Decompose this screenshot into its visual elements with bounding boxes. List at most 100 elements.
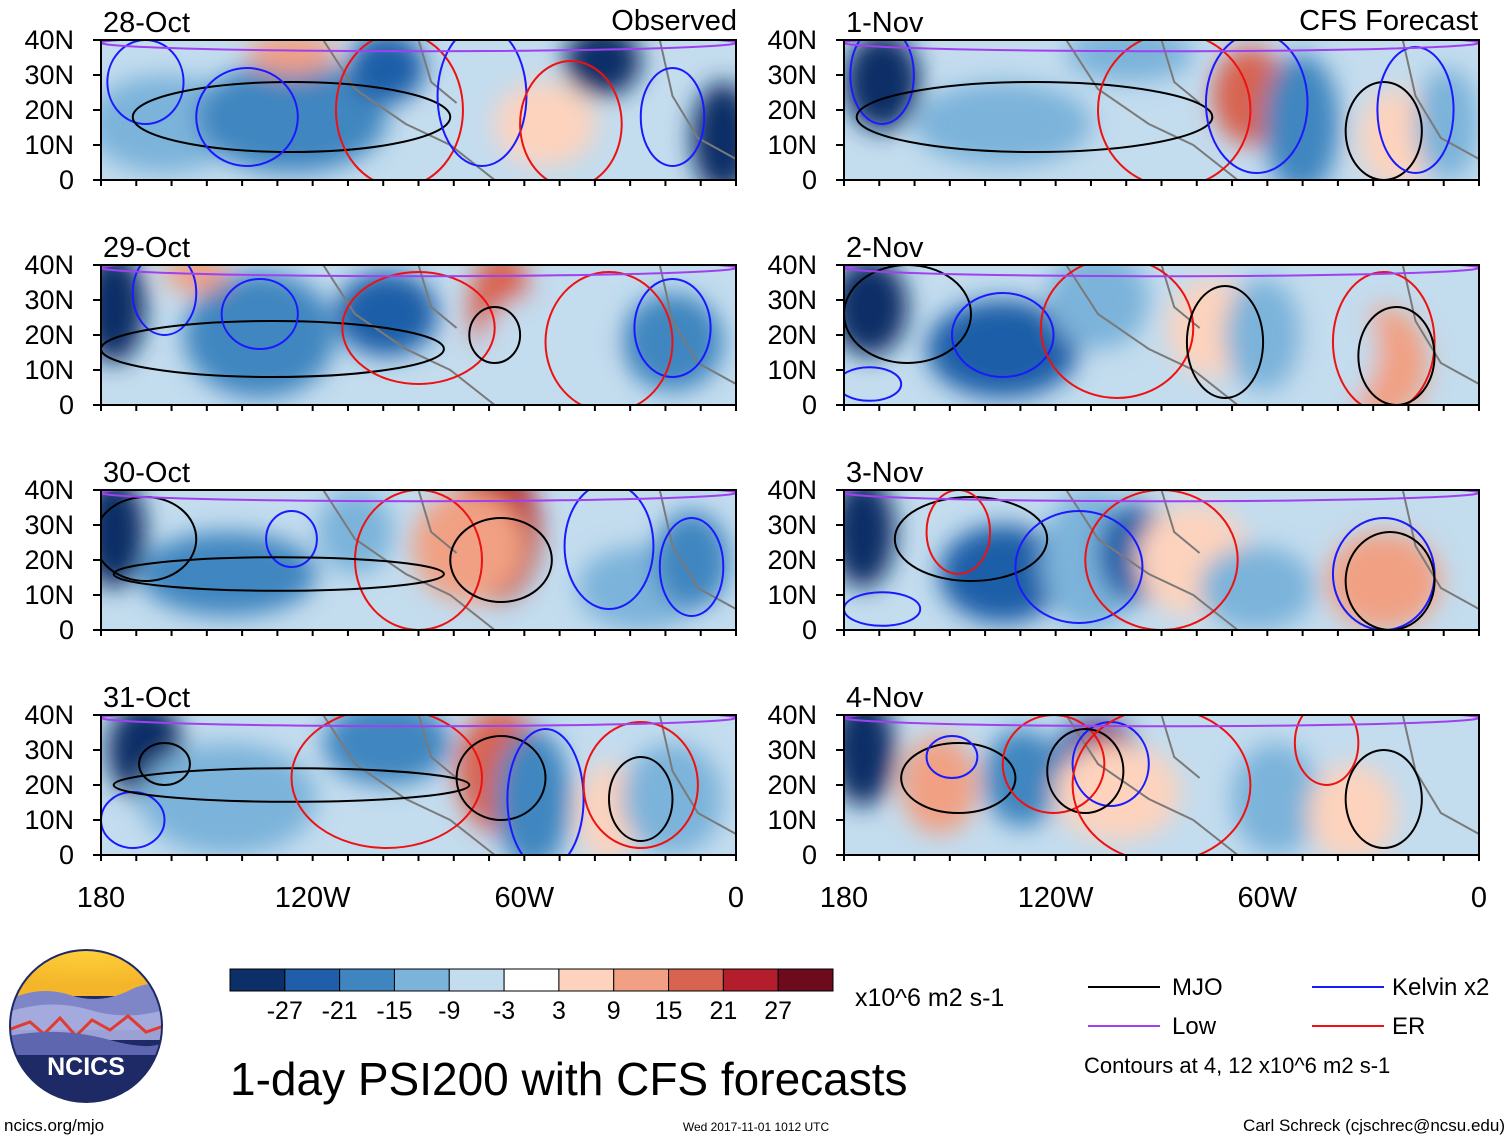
lat-tick-label: 40N — [24, 25, 74, 55]
map-panel: 30-Oct 40N 30N 20N 10N 0 — [24, 457, 737, 645]
ncics-logo: NCICS — [9, 949, 163, 1103]
contour-line — [633, 278, 712, 378]
lat-tick-label: 20N — [24, 770, 74, 800]
contour-line — [220, 278, 299, 350]
lat-tick-label: 0 — [59, 390, 74, 420]
contour-line — [1344, 531, 1436, 630]
colorbar-tick-label: -15 — [376, 997, 412, 1025]
colorbar-swatch — [393, 968, 450, 992]
colorbar-swatch — [777, 968, 834, 992]
anomaly-blob — [1301, 293, 1378, 405]
observed-label: Observed — [611, 5, 737, 37]
colorbar-swatch — [668, 968, 724, 992]
lon-tick-label: 60W — [1238, 882, 1298, 914]
lat-tick-label: 20N — [767, 770, 817, 800]
lat-tick-label: 0 — [802, 615, 817, 645]
contour-line — [844, 265, 1479, 278]
lat-tick-label: 20N — [767, 320, 817, 350]
lat-tick-label: 40N — [24, 475, 74, 505]
lat-tick-label: 30N — [24, 285, 74, 315]
panel-date-label: 1-Nov — [846, 7, 924, 39]
lat-tick-label: 0 — [802, 390, 817, 420]
lon-tick-label: 180 — [820, 882, 868, 914]
anomaly-blob — [844, 490, 895, 588]
colorbar-tick-label: 9 — [607, 997, 621, 1025]
lat-tick-label: 10N — [24, 130, 74, 160]
footer-url: ncics.org/mjo — [4, 1116, 104, 1135]
lat-tick-label: 20N — [24, 95, 74, 125]
legend-note: Contours at 4, 12 x10^6 m2 s-1 — [1084, 1053, 1390, 1078]
panel-date-label: 2-Nov — [846, 232, 924, 264]
anomaly-blob — [564, 40, 641, 96]
map-panel: 3-Nov 40N 30N 20N 10N 0 — [767, 457, 1480, 645]
contour-line — [844, 265, 972, 364]
contour-line — [341, 271, 496, 385]
legend: MJO Kelvin x2 Low ER Contours at 4, 12 x… — [1084, 974, 1489, 1078]
anomaly-blob — [348, 40, 425, 103]
anomaly-blob — [323, 715, 451, 785]
contour-line — [1344, 81, 1423, 180]
contour-line — [1204, 40, 1309, 174]
lon-tick-label: 0 — [1471, 882, 1487, 914]
contour-line — [544, 271, 674, 405]
forecast-label: CFS Forecast — [1299, 5, 1478, 37]
contour-line — [1331, 271, 1436, 405]
lat-tick-label: 0 — [802, 840, 817, 870]
lat-tick-label: 10N — [767, 355, 817, 385]
anomaly-blob — [1326, 532, 1441, 630]
coastline — [1065, 40, 1479, 180]
contour-line — [106, 40, 185, 125]
colorbar-tick-label: 15 — [655, 997, 683, 1025]
lat-tick-label: 10N — [767, 805, 817, 835]
lat-tick-label: 30N — [767, 60, 817, 90]
contour-line — [1046, 728, 1125, 814]
colorbar-tick-label: -21 — [322, 997, 358, 1025]
lat-tick-label: 0 — [802, 165, 817, 195]
legend-label-mjo: MJO — [1172, 974, 1223, 1001]
lat-tick-label: 30N — [24, 735, 74, 765]
colorbar-swatch — [448, 968, 505, 992]
coastline — [1065, 715, 1479, 855]
contour-line — [925, 490, 992, 575]
colorbar-swatch — [229, 968, 286, 992]
contour-line — [468, 306, 522, 364]
lat-tick-label: 40N — [767, 475, 817, 505]
coastline — [322, 265, 736, 405]
contour-line — [506, 728, 585, 855]
colorbar: -27 -21 -15 -9 -3 3 9 15 21 27 — [229, 968, 834, 1025]
anomaly-blob — [1047, 265, 1149, 349]
panel-date-label: 3-Nov — [846, 457, 924, 489]
contour-line — [138, 742, 191, 786]
colorbar-tick-label: -3 — [493, 997, 515, 1025]
legend-label-kelvin: Kelvin x2 — [1392, 974, 1489, 1001]
anomaly-blob — [247, 40, 336, 75]
contour-line — [436, 40, 528, 167]
lon-tick-label: 60W — [495, 882, 555, 914]
contour-line — [925, 735, 979, 779]
anomaly-blob — [101, 265, 146, 363]
contour-line — [844, 40, 1479, 53]
contour-line — [1001, 715, 1106, 814]
anomaly-blob — [139, 743, 317, 855]
anomaly-blob — [901, 736, 978, 834]
lon-tick-label: 180 — [77, 882, 125, 914]
anomaly-blob — [1231, 743, 1321, 855]
contour-line — [608, 756, 674, 842]
panel-date-label: 29-Oct — [103, 232, 190, 264]
colorbar-swatch — [503, 968, 560, 992]
anomaly-blob — [335, 272, 438, 356]
lat-tick-label: 40N — [767, 250, 817, 280]
colorbar-tick-label: -27 — [267, 997, 303, 1025]
panel-date-label: 31-Oct — [103, 682, 190, 714]
map-panel: 2-Nov 40N 30N 20N 10N 0 — [767, 232, 1480, 420]
lat-tick-label: 40N — [767, 700, 817, 730]
contour-line — [582, 721, 699, 849]
map-panel: 29-Oct 40N 30N 20N 10N 0 — [24, 232, 737, 420]
contour-line — [844, 366, 903, 402]
contour-line — [112, 556, 445, 592]
lat-tick-label: 30N — [767, 735, 817, 765]
lat-tick-label: 20N — [767, 545, 817, 575]
